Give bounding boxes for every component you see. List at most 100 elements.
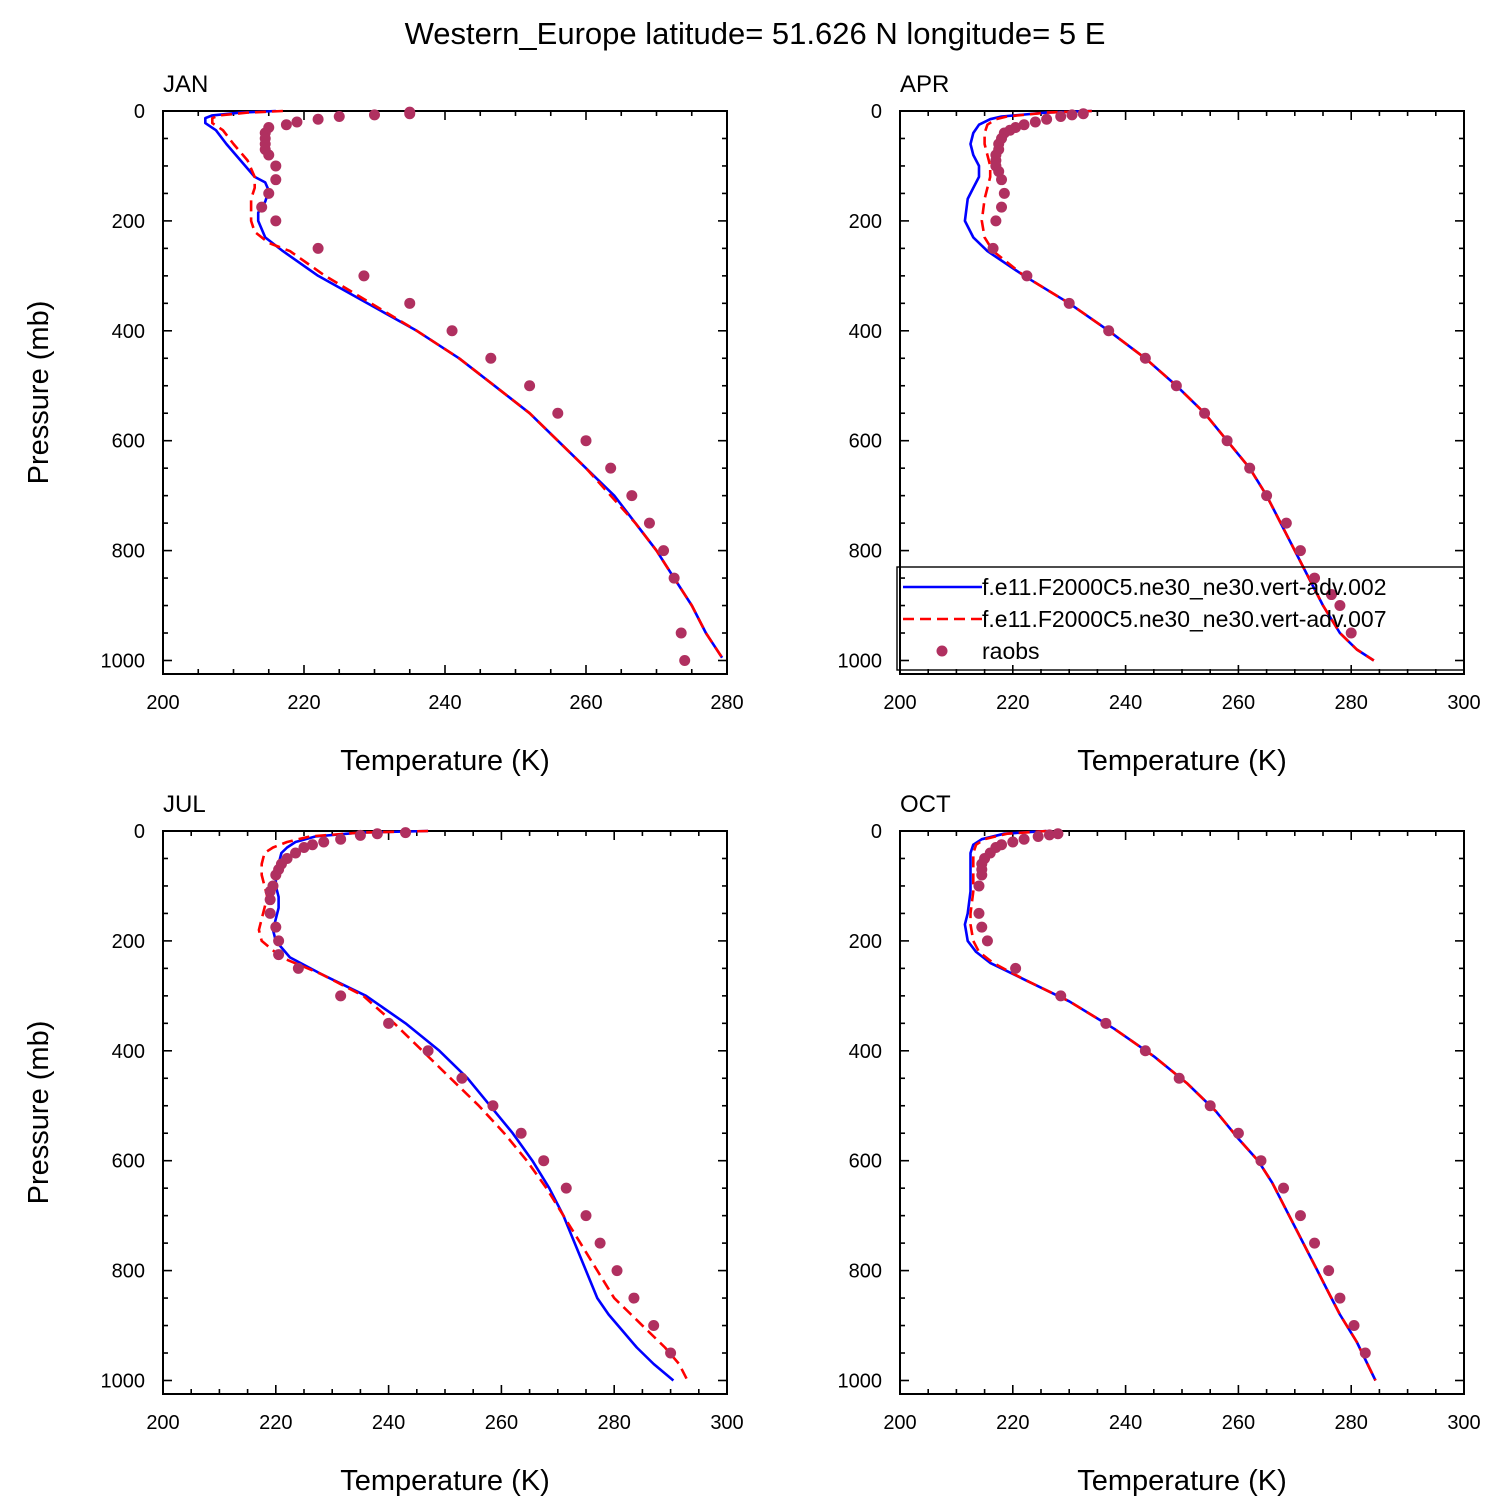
raobs-point <box>264 885 276 897</box>
raobs-point <box>485 352 497 364</box>
y-tick-label: 1000 <box>101 1370 146 1392</box>
series-line-vert-adv-002 <box>204 109 724 659</box>
y-tick-label: 600 <box>849 1151 882 1173</box>
raobs-point <box>1055 110 1067 122</box>
y-tick-label: 400 <box>112 1041 145 1063</box>
raobs-point <box>515 1127 527 1139</box>
raobs-point <box>1170 380 1182 392</box>
raobs-point <box>1334 600 1346 612</box>
raobs-point <box>270 174 282 186</box>
panel-apr: APR 200 220 240 260 280 300 0 200 400 600 800 1000 Te… <box>838 71 1481 777</box>
series-line-vert-adv-002 <box>963 829 1377 1382</box>
x-tick-label: 260 <box>569 692 602 714</box>
raobs-point <box>1007 836 1019 848</box>
raobs-point <box>996 174 1008 186</box>
x-tick-label: 300 <box>710 1412 743 1434</box>
raobs-point <box>1221 435 1233 447</box>
y-tick-label: 1000 <box>838 1370 883 1392</box>
raobs-point <box>335 833 347 845</box>
raobs-point <box>273 935 285 947</box>
x-axis-label: Temperature (K) <box>340 745 550 777</box>
raobs-point <box>996 201 1008 213</box>
panel-jul: JUL 200 220 240 260 280 300 0 200 400 600 800 1000 Te… <box>23 791 744 1497</box>
raobs-point <box>318 836 330 848</box>
raobs-point <box>1309 1237 1321 1249</box>
y-tick-label: 400 <box>849 1041 882 1063</box>
raobs-point <box>1199 407 1211 419</box>
x-tick-label: 200 <box>883 692 916 714</box>
raobs-point <box>404 297 416 309</box>
x-tick-label: 220 <box>996 1412 1029 1434</box>
x-tick-label: 220 <box>259 1412 292 1434</box>
raobs-point <box>538 1155 550 1167</box>
raobs-point <box>1029 116 1041 128</box>
raobs-point <box>1204 1100 1216 1112</box>
panel-title: JUL <box>163 791 206 818</box>
series-line-vert-adv-007 <box>969 829 1377 1382</box>
x-tick-label: 200 <box>883 1412 916 1434</box>
x-tick-label: 200 <box>146 692 179 714</box>
raobs-point <box>273 949 285 961</box>
raobs-point <box>1359 1347 1371 1359</box>
raobs-point <box>1348 1320 1360 1332</box>
raobs-point <box>524 380 536 392</box>
raobs-point <box>1052 828 1064 840</box>
raobs-point <box>1334 1292 1346 1304</box>
raobs-point <box>1294 545 1306 557</box>
raobs-point <box>679 654 691 666</box>
raobs-point <box>1232 1127 1244 1139</box>
raobs-point <box>312 242 324 254</box>
x-tick-label: 240 <box>1109 1412 1142 1434</box>
raobs-point <box>270 921 282 933</box>
x-axis-label: Temperature (K) <box>1077 1465 1287 1497</box>
x-tick-label: 200 <box>146 1412 179 1434</box>
raobs-point <box>263 187 275 199</box>
raobs-point <box>580 1210 592 1222</box>
x-tick-label: 240 <box>428 692 461 714</box>
raobs-point <box>668 572 680 584</box>
raobs-point <box>643 517 655 529</box>
y-tick-label: 0 <box>134 101 145 123</box>
y-tick-label: 0 <box>871 101 882 123</box>
raobs-point <box>333 110 345 122</box>
raobs-point <box>487 1100 499 1112</box>
plot-frame <box>162 110 728 675</box>
raobs-point <box>270 160 282 172</box>
raobs-point <box>383 1017 395 1029</box>
raobs-point <box>552 407 564 419</box>
y-axis-label: Pressure (mb) <box>23 301 55 485</box>
raobs-point <box>358 270 370 282</box>
y-tick-label: 400 <box>112 321 145 343</box>
raobs-point <box>292 962 304 974</box>
raobs-point <box>560 1182 572 1194</box>
panel-jan: JAN 200 220 240 260 280 0 200 400 600 800 1000 Tempe… <box>23 71 744 777</box>
y-tick-label: 1000 <box>838 650 883 672</box>
plot-frame <box>162 830 728 1395</box>
x-tick-label: 300 <box>1447 692 1480 714</box>
y-tick-label: 800 <box>112 1261 145 1283</box>
raobs-point <box>1280 517 1292 529</box>
raobs-point <box>1055 990 1067 1002</box>
raobs-point <box>981 935 993 947</box>
raobs-point <box>264 907 276 919</box>
raobs-point <box>371 828 383 840</box>
raobs-point <box>976 869 988 881</box>
raobs-point <box>1261 490 1273 502</box>
x-tick-label: 280 <box>1335 1412 1368 1434</box>
raobs-point <box>1323 1265 1335 1277</box>
raobs-point <box>290 847 302 859</box>
raobs-point <box>1100 1017 1112 1029</box>
x-tick-label: 220 <box>996 692 1029 714</box>
raobs-point <box>998 187 1010 199</box>
legend-marker-raobs <box>936 645 948 657</box>
raobs-point <box>256 201 268 213</box>
raobs-point <box>1018 833 1030 845</box>
raobs-point <box>1043 829 1055 841</box>
raobs-point <box>1139 1045 1151 1057</box>
raobs-point <box>594 1237 606 1249</box>
x-axis-label: Temperature (K) <box>1077 745 1287 777</box>
raobs-point <box>1077 108 1089 120</box>
panel-title: APR <box>900 71 949 98</box>
y-tick-label: 800 <box>112 541 145 563</box>
raobs-point <box>626 490 638 502</box>
